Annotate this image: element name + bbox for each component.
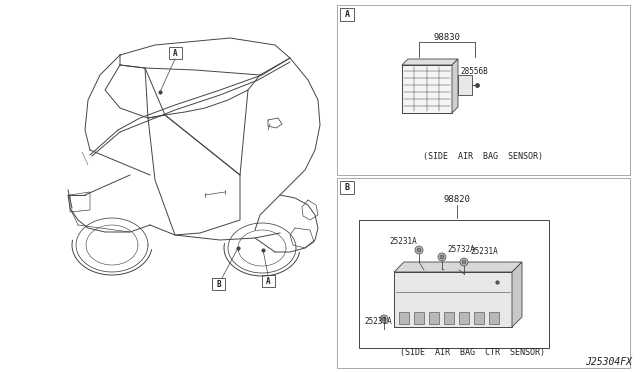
Bar [262, 275, 275, 287]
Text: B: B [344, 183, 349, 192]
Polygon shape [394, 262, 522, 272]
Bar [402, 65, 452, 113]
Bar [489, 312, 499, 324]
Text: (SIDE  AIR  BAG  SENSOR): (SIDE AIR BAG SENSOR) [423, 153, 543, 161]
Bar [337, 5, 630, 175]
Bar [340, 8, 354, 21]
Circle shape [462, 260, 466, 264]
Text: A: A [266, 277, 271, 286]
Bar [340, 181, 354, 194]
Bar [399, 312, 409, 324]
Bar [458, 75, 472, 95]
Bar [414, 312, 424, 324]
Text: J25304FX: J25304FX [585, 357, 632, 367]
Bar [444, 312, 454, 324]
Text: 98820: 98820 [444, 196, 470, 205]
Text: 25231A: 25231A [389, 237, 417, 247]
Bar [394, 272, 512, 327]
Circle shape [440, 255, 444, 259]
Text: 25231A: 25231A [470, 247, 498, 257]
Polygon shape [452, 59, 458, 113]
Bar [429, 312, 439, 324]
Circle shape [382, 317, 386, 321]
Bar [359, 220, 549, 348]
Bar [212, 278, 225, 290]
Circle shape [460, 258, 468, 266]
Circle shape [438, 253, 446, 261]
Text: (SIDE  AIR  BAG  CTR  SENSOR): (SIDE AIR BAG CTR SENSOR) [401, 349, 545, 357]
Polygon shape [512, 262, 522, 327]
Text: B: B [216, 280, 221, 289]
Text: 98830: 98830 [433, 32, 460, 42]
Text: A: A [173, 49, 178, 58]
Text: A: A [344, 10, 349, 19]
Polygon shape [402, 59, 458, 65]
Circle shape [415, 246, 423, 254]
Text: 25732A: 25732A [447, 244, 475, 253]
Text: 28556B: 28556B [460, 67, 488, 76]
Text: 25231A: 25231A [364, 317, 392, 326]
Circle shape [380, 315, 388, 323]
Bar [474, 312, 484, 324]
Circle shape [417, 248, 421, 252]
Bar [337, 178, 630, 368]
Bar [459, 312, 469, 324]
Bar [169, 47, 182, 59]
